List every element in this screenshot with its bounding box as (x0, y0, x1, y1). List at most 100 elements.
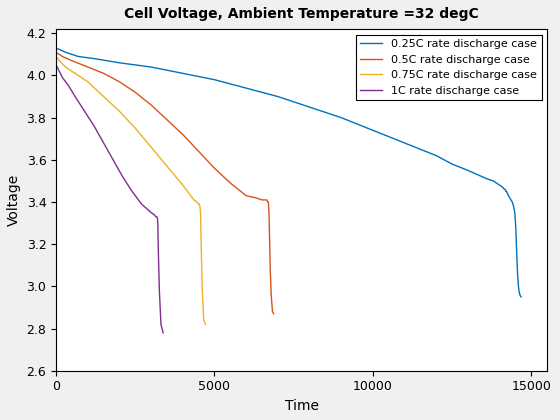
0.25C rate discharge case (179, 71, 186, 76)
0.5C rate discharge case (59, 54, 66, 59)
1C rate discharge case (138, 202, 145, 207)
Legend: 0.25C rate discharge case, 0.5C rate discharge case, 0.75C rate discharge case, : 0.25C rate discharge case, 0.5C rate dis… (356, 34, 542, 100)
1C rate discharge case (152, 214, 159, 219)
Line: 0.75C rate discharge case: 0.75C rate discharge case (56, 56, 206, 324)
0.25C rate discharge case (502, 189, 509, 194)
0.25C rate discharge case (274, 94, 281, 99)
0.25C rate discharge case (449, 162, 455, 167)
0.75C rate discharge case (164, 164, 170, 169)
0.75C rate discharge case (202, 322, 209, 327)
0.5C rate discharge case (164, 117, 170, 122)
0.25C rate discharge case (514, 273, 521, 278)
0.5C rate discharge case (132, 90, 139, 95)
1C rate discharge case (153, 214, 160, 219)
1C rate discharge case (91, 123, 97, 129)
0.5C rate discharge case (264, 200, 271, 205)
0.25C rate discharge case (514, 259, 520, 264)
0.75C rate discharge case (132, 126, 139, 131)
0.75C rate discharge case (85, 79, 91, 84)
0.5C rate discharge case (262, 197, 269, 202)
1C rate discharge case (66, 84, 72, 89)
1C rate discharge case (72, 94, 78, 99)
1C rate discharge case (81, 109, 88, 114)
0.25C rate discharge case (510, 204, 517, 209)
1C rate discharge case (129, 189, 136, 194)
1C rate discharge case (110, 158, 116, 163)
0.25C rate discharge case (512, 225, 519, 230)
0.25C rate discharge case (505, 193, 512, 198)
0.5C rate discharge case (268, 292, 274, 297)
0.5C rate discharge case (243, 193, 250, 198)
Title: Cell Voltage, Ambient Temperature =32 degC: Cell Voltage, Ambient Temperature =32 de… (124, 7, 479, 21)
0.25C rate discharge case (75, 54, 82, 59)
1C rate discharge case (155, 220, 161, 226)
1C rate discharge case (157, 322, 164, 327)
0.75C rate discharge case (72, 71, 78, 76)
0.5C rate discharge case (253, 195, 259, 200)
0.25C rate discharge case (243, 86, 250, 91)
0.5C rate discharge case (195, 149, 202, 154)
0.25C rate discharge case (496, 183, 503, 188)
0.25C rate discharge case (338, 115, 344, 120)
0.25C rate discharge case (116, 60, 123, 66)
0.75C rate discharge case (196, 202, 203, 207)
Line: 0.5C rate discharge case: 0.5C rate discharge case (56, 52, 274, 314)
1C rate discharge case (53, 63, 59, 68)
0.5C rate discharge case (270, 311, 277, 316)
0.25C rate discharge case (474, 172, 481, 177)
0.25C rate discharge case (513, 241, 520, 247)
1C rate discharge case (148, 210, 155, 215)
0.25C rate discharge case (62, 50, 69, 55)
0.75C rate discharge case (197, 210, 204, 215)
0.25C rate discharge case (370, 128, 376, 133)
0.25C rate discharge case (91, 56, 97, 61)
0.5C rate discharge case (68, 58, 75, 63)
0.25C rate discharge case (502, 187, 508, 192)
0.5C rate discharge case (211, 166, 218, 171)
0.75C rate discharge case (186, 191, 193, 196)
0.75C rate discharge case (190, 197, 197, 202)
0.25C rate discharge case (516, 288, 522, 293)
0.5C rate discharge case (85, 65, 91, 70)
1C rate discharge case (151, 212, 158, 217)
0.25C rate discharge case (306, 105, 313, 110)
1C rate discharge case (160, 330, 166, 335)
0.75C rate discharge case (194, 200, 200, 205)
Y-axis label: Voltage: Voltage (7, 174, 21, 226)
0.5C rate discharge case (179, 132, 186, 137)
X-axis label: Time: Time (284, 399, 319, 413)
Line: 0.25C rate discharge case: 0.25C rate discharge case (56, 48, 521, 297)
0.25C rate discharge case (516, 292, 523, 297)
0.25C rate discharge case (433, 153, 440, 158)
0.75C rate discharge case (179, 183, 186, 188)
0.5C rate discharge case (259, 197, 265, 202)
0.25C rate discharge case (503, 189, 510, 194)
0.5C rate discharge case (265, 210, 272, 215)
0.25C rate discharge case (501, 187, 508, 192)
0.25C rate discharge case (148, 65, 155, 70)
1C rate discharge case (154, 216, 161, 221)
0.25C rate discharge case (401, 140, 408, 145)
1C rate discharge case (119, 174, 126, 179)
Line: 1C rate discharge case: 1C rate discharge case (56, 65, 163, 333)
0.5C rate discharge case (227, 181, 234, 186)
1C rate discharge case (59, 75, 66, 80)
0.5C rate discharge case (265, 200, 272, 205)
0.75C rate discharge case (200, 318, 207, 323)
0.75C rate discharge case (148, 144, 155, 150)
0.25C rate discharge case (508, 197, 515, 202)
0.25C rate discharge case (490, 178, 497, 184)
0.25C rate discharge case (515, 282, 522, 287)
0.75C rate discharge case (62, 65, 69, 70)
0.25C rate discharge case (484, 176, 491, 181)
1C rate discharge case (100, 140, 107, 145)
0.5C rate discharge case (263, 197, 270, 202)
0.5C rate discharge case (266, 237, 273, 242)
0.25C rate discharge case (511, 210, 518, 215)
0.75C rate discharge case (53, 54, 59, 59)
1C rate discharge case (155, 252, 162, 257)
0.5C rate discharge case (116, 79, 123, 84)
0.75C rate discharge case (199, 284, 206, 289)
0.5C rate discharge case (100, 71, 107, 76)
0.25C rate discharge case (465, 168, 472, 173)
